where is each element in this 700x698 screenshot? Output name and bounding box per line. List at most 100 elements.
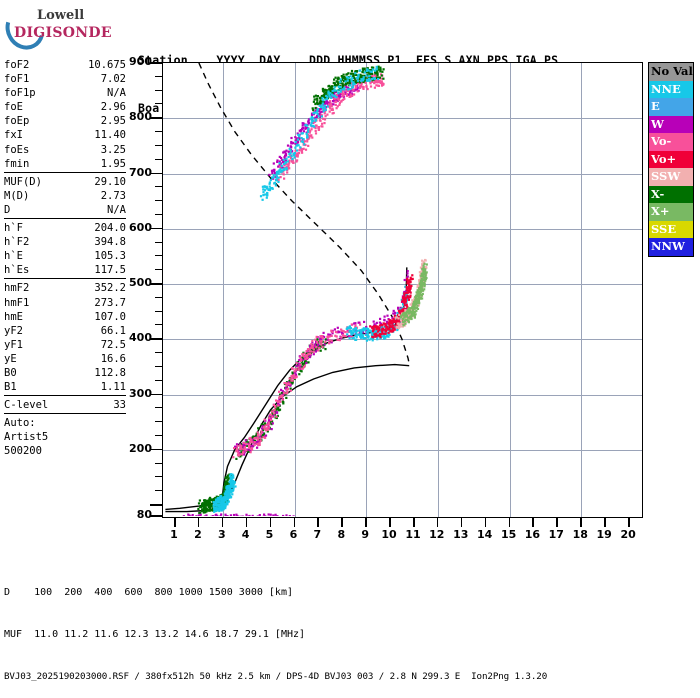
y-tick-minor [155,242,162,243]
x-axis-tick-label: 9 [353,528,377,541]
x-tick-major [365,518,367,527]
y-tick-minor [155,76,162,77]
footer-file-line: BVJ03_2025190203000.RSF / 380fx512h 50 k… [4,670,547,684]
legend-item-label: No Val [651,64,693,78]
legend-item-label: NNE [651,82,681,96]
y-tick-minor [155,90,162,91]
legend-item-nnw[interactable]: NNW [649,238,693,256]
x-axis-tick-label: 3 [210,528,234,541]
legend-item-label: X+ [651,204,670,218]
legend-item-label: W [651,117,664,131]
legend-item-label: Vo- [651,134,671,148]
x-axis-tick-label: 7 [305,528,329,541]
x-axis-tick-label: 8 [329,528,353,541]
x-tick-major [628,518,630,527]
y-axis-tick-label: 500 [112,276,152,289]
y-tick-minor [155,490,162,491]
y-tick-minor [155,103,162,104]
y-tick-minor [155,352,162,353]
legend-item-ssw[interactable]: SSW [649,168,693,186]
x-tick-major [413,518,415,527]
y-axis-tick-label: 600 [112,221,152,234]
legend-item-vo[interactable]: Vo- [649,133,693,151]
y-tick-minor [155,214,162,215]
y-tick-minor [155,435,162,436]
x-tick-major [485,518,487,527]
x-tick-major [174,518,176,527]
x-tick-major [294,518,296,527]
footer-info: D 100 200 400 600 800 1000 1500 3000 [km… [4,558,547,698]
y-tick-minor [155,476,162,477]
legend-item-w[interactable]: W [649,116,693,134]
x-axis-tick-label: 11 [401,528,425,541]
y-tick-minor [155,131,162,132]
x-axis-tick-label: 10 [377,528,401,541]
y-axis-tick-label: 80 [112,508,152,521]
x-axis-tick-label: 2 [186,528,210,541]
footer-distance-line: D 100 200 400 600 800 1000 1500 3000 [km… [4,586,547,600]
y-axis-tick-label: 400 [112,331,152,344]
x-tick-major [532,518,534,527]
x-tick-major [270,518,272,527]
x-tick-major [461,518,463,527]
legend-item-x[interactable]: X+ [649,203,693,221]
y-axis-tick-label: 200 [112,442,152,455]
x-tick-major [556,518,558,527]
y-tick-major [150,504,162,506]
legend-item-x[interactable]: X- [649,186,693,204]
y-tick-minor [155,407,162,408]
x-tick-major [437,518,439,527]
logo-brand-top: Lowell [37,8,84,23]
y-tick-minor [155,159,162,160]
logo-brand-bottom: DIGISONDE [14,25,112,41]
x-tick-major [317,518,319,527]
legend-item-sse[interactable]: SSE [649,221,693,239]
y-tick-minor [155,463,162,464]
x-axis-tick-label: 14 [473,528,497,541]
legend-item-vo[interactable]: Vo+ [649,151,693,169]
legend-item-label: SSE [651,222,676,236]
legend-item-label: SSW [651,169,680,183]
footer-muf-line: MUF 11.0 11.2 11.6 12.3 13.2 14.6 18.7 2… [4,628,547,642]
y-tick-minor [155,380,162,381]
legend-item-label: Vo+ [651,152,676,166]
x-axis-tick-label: 18 [568,528,592,541]
y-tick-minor [155,421,162,422]
y-tick-minor [155,297,162,298]
lowell-digisonde-logo: Lowell DIGISONDE [4,6,126,48]
legend-item-label: NNW [651,239,685,253]
legend-item-no-val[interactable]: No Val [649,63,693,81]
y-tick-minor [155,311,162,312]
x-axis-tick-label: 4 [234,528,258,541]
x-axis-tick-label: 5 [258,528,282,541]
y-tick-minor [155,145,162,146]
x-axis-tick-label: 20 [616,528,640,541]
x-tick-major [198,518,200,527]
x-axis-tick-label: 13 [449,528,473,541]
x-axis-tick-label: 6 [282,528,306,541]
y-axis-tick-label: 700 [112,166,152,179]
legend-item-nne[interactable]: NNE [649,81,693,99]
y-axis-tick-label: 300 [112,387,152,400]
x-tick-major [246,518,248,527]
y-tick-minor [155,366,162,367]
y-axis-tick-label: 900 [112,55,152,68]
y-tick-minor [155,200,162,201]
y-tick-minor [155,269,162,270]
legend-item-e[interactable]: E [649,98,693,116]
x-tick-major [341,518,343,527]
legend-item-label: E [651,99,660,113]
x-axis-tick-label: 12 [425,528,449,541]
y-tick-minor [155,186,162,187]
x-tick-major [389,518,391,527]
x-axis-tick-label: 19 [592,528,616,541]
y-axis-tick-label: 800 [112,110,152,123]
y-tick-minor [155,255,162,256]
x-tick-major [604,518,606,527]
x-axis-tick-label: 16 [520,528,544,541]
x-tick-major [580,518,582,527]
x-tick-major [509,518,511,527]
x-axis-tick-label: 15 [497,528,521,541]
